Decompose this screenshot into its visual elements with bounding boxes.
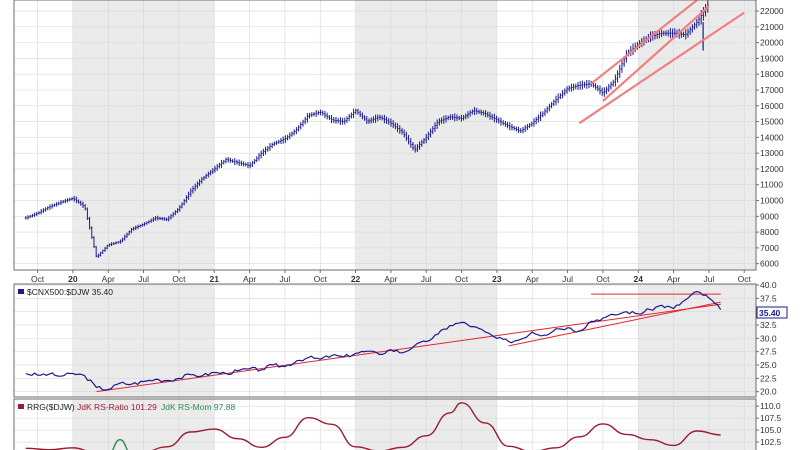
price-ytick-label-3: 9000 bbox=[760, 211, 779, 221]
x-tick-label-16: Oct bbox=[596, 274, 610, 284]
price-ytick-label-12: 18000 bbox=[760, 69, 784, 79]
price-ytick-label-2: 8000 bbox=[760, 227, 779, 237]
x-tick-label-17: 24 bbox=[633, 274, 643, 284]
ratio-ytick-label-7: 37.5 bbox=[760, 293, 777, 303]
price-channel-line-1 bbox=[578, 11, 745, 125]
ratio-ytick-label-4: 30.0 bbox=[760, 333, 777, 343]
x-tick-label-9: 22 bbox=[351, 274, 361, 284]
x-tick-label-10: Apr bbox=[384, 274, 397, 284]
rrg-legend-prefix: RRG($DJW) bbox=[27, 402, 75, 412]
x-tick-label-20: Oct bbox=[738, 274, 752, 284]
x-tick-label-13: 23 bbox=[492, 274, 502, 284]
price-ytick-label-1: 7000 bbox=[760, 243, 779, 253]
x-tick-label-8: Oct bbox=[314, 274, 328, 284]
rrg-rs-mom-line bbox=[111, 438, 129, 450]
x-tick-label-12: Oct bbox=[455, 274, 469, 284]
x-tick-label-4: Oct bbox=[172, 274, 186, 284]
ratio-band-2 bbox=[638, 284, 756, 397]
price-series bbox=[24, 0, 709, 258]
price-ytick-label-13: 19000 bbox=[760, 53, 784, 63]
ratio-last-value-box bbox=[756, 306, 788, 319]
price-ytick-label-6: 12000 bbox=[760, 164, 784, 174]
price-ytick-label-7: 13000 bbox=[760, 148, 784, 158]
ratio-trendline-0 bbox=[96, 303, 721, 393]
ratio-legend-label: $CNX500:$DJW 35.40 bbox=[27, 287, 113, 297]
price-ytick-label-5: 11000 bbox=[760, 180, 783, 190]
price-ytick-label-0: 6000 bbox=[760, 259, 779, 269]
ratio-ytick-label-2: 25.0 bbox=[760, 360, 777, 370]
price-y-axis: 6000 7000 8000 9000 10000 11000 12000 13000 1400… bbox=[756, 6, 784, 269]
rrg-ytick-label-1: 105.0 bbox=[760, 425, 782, 435]
price-plot-border bbox=[13, 0, 757, 271]
ratio-last-value-text: 35.40 bbox=[759, 308, 781, 318]
ratio-ytick-label-3: 27.5 bbox=[760, 347, 777, 357]
rrg-rs-ratio-line bbox=[25, 402, 721, 450]
price-gridlines bbox=[14, 0, 756, 270]
x-tick-label-6: Apr bbox=[243, 274, 256, 284]
rrg-series bbox=[25, 402, 721, 450]
ratio-legend-swatch bbox=[18, 289, 24, 294]
rrg-panel: RRG($DJW) JdK RS-Ratio 101.29 JdK RS-Mom… bbox=[13, 398, 782, 450]
x-tick-label-11: Jul bbox=[421, 274, 432, 284]
x-tick-label-19: Jul bbox=[703, 274, 714, 284]
x-tick-label-14: Apr bbox=[526, 274, 539, 284]
price-channel-line-2 bbox=[590, 0, 698, 85]
date-x-axis: Oct 20 Apr Jul Oct 21 Apr Jul Oct 22 Apr Jul Oct 23 Ap… bbox=[31, 270, 752, 284]
ratio-trendline-1 bbox=[508, 301, 721, 347]
ratio-y-axis: 20.022.525.027.530.032.535.037.540.0 bbox=[756, 280, 777, 397]
price-channel-line-0 bbox=[602, 5, 710, 102]
rrg-ytick-label-0: 102.5 bbox=[760, 437, 782, 447]
x-tick-label-7: Jul bbox=[279, 274, 290, 284]
price-ytick-label-9: 15000 bbox=[760, 117, 784, 127]
price-ytick-label-10: 16000 bbox=[760, 101, 784, 111]
ratio-series bbox=[25, 290, 722, 391]
rrg-ytick-label-3: 110.0 bbox=[760, 401, 781, 411]
x-tick-label-2: Apr bbox=[102, 274, 115, 284]
x-tick-label-0: Oct bbox=[31, 274, 45, 284]
ratio-legend: $CNX500:$DJW 35.40 bbox=[18, 287, 113, 297]
x-tick-label-18: Apr bbox=[667, 274, 680, 284]
price-ytick-label-16: 22000 bbox=[760, 6, 784, 16]
ratio-ytick-label-8: 40.0 bbox=[760, 280, 777, 290]
ratio-plot-border bbox=[13, 283, 757, 398]
rrg-legend-ratio: JdK RS-Ratio 101.29 bbox=[77, 402, 157, 412]
ratio-trendlines bbox=[96, 293, 721, 393]
x-tick-label-3: Jul bbox=[138, 274, 149, 284]
ratio-panel: $CNX500:$DJW 35.40 20.0 22.5 25.0 27.5 30.0 3… bbox=[13, 280, 788, 398]
price-ytick-label-4: 10000 bbox=[760, 196, 784, 206]
rrg-gridlines bbox=[14, 399, 756, 450]
price-channel-lines bbox=[578, 0, 745, 125]
ratio-ytick-label-1: 22.5 bbox=[760, 373, 777, 383]
ratio-line bbox=[25, 290, 722, 391]
price-ytick-label-8: 14000 bbox=[760, 132, 784, 142]
price-band-2 bbox=[638, 0, 756, 270]
price-year-bands bbox=[72, 0, 756, 270]
rrg-plot-border bbox=[13, 398, 757, 450]
rrg-band-2 bbox=[638, 399, 756, 450]
price-ytick-label-14: 20000 bbox=[760, 38, 784, 48]
ratio-last-value-tag: 35.40 bbox=[756, 306, 788, 319]
x-tick-label-1: 20 bbox=[68, 274, 78, 284]
x-tick-label-5: 21 bbox=[209, 274, 219, 284]
rrg-legend-swatch bbox=[18, 404, 24, 409]
x-tick-label-15: Jul bbox=[562, 274, 573, 284]
price-ytick-label-15: 21000 bbox=[760, 22, 784, 32]
rrg-legend-mom: JdK RS-Mom 97.88 bbox=[161, 402, 235, 412]
rrg-legend: RRG($DJW) JdK RS-Ratio 101.29 JdK RS-Mom… bbox=[18, 402, 235, 412]
rrg-ytick-label-2: 107.5 bbox=[760, 413, 782, 423]
price-ytick-label-11: 17000 bbox=[760, 85, 784, 95]
ratio-ytick-label-0: 20.0 bbox=[760, 387, 777, 397]
ratio-ytick-label-5: 32.5 bbox=[760, 320, 777, 330]
rrg-y-axis: 102.5 105.0 107.5 110.0 bbox=[756, 401, 782, 447]
price-panel: 6000 7000 8000 9000 10000 11000 12000 13000 1400… bbox=[13, 0, 784, 271]
